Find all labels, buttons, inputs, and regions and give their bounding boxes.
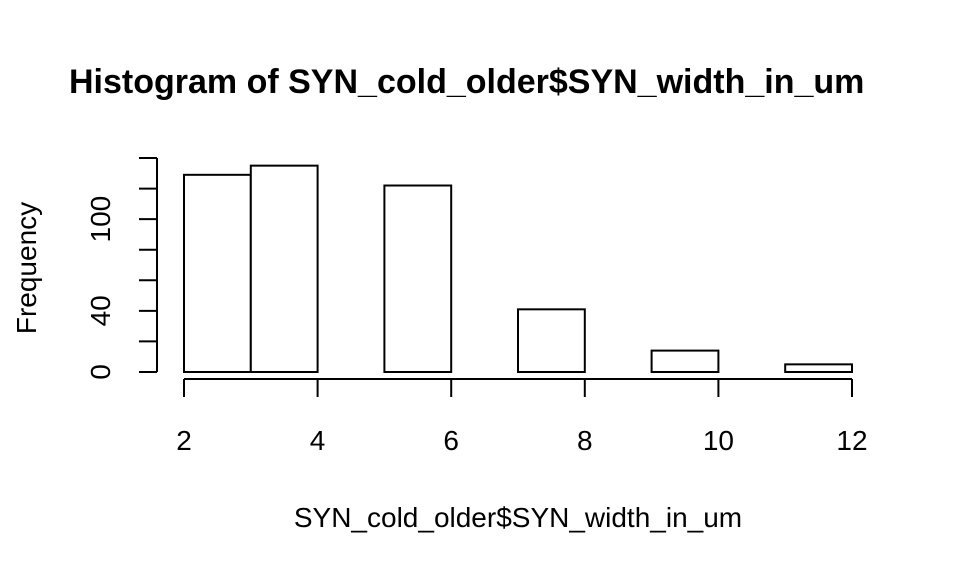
bars-group	[183, 164, 854, 374]
x-tick-label: 8	[577, 425, 593, 456]
y-tick-label: 100	[85, 196, 116, 243]
x-axis-label: SYN_cold_older$SYN_width_in_um	[294, 502, 742, 533]
histogram-bar	[784, 363, 854, 374]
x-axis: 2 4 6 8 10 12	[176, 378, 868, 456]
histogram-bar	[650, 349, 720, 374]
y-axis-label: Frequency	[11, 202, 42, 334]
y-tick-label: 40	[85, 295, 116, 326]
x-tick-label: 2	[176, 425, 192, 456]
chart-title: Histogram of SYN_cold_older$SYN_width_in…	[69, 63, 864, 101]
histogram-bar	[249, 164, 319, 373]
y-tick-label: 0	[85, 364, 116, 380]
histogram-bar	[183, 173, 252, 373]
histogram-bar	[383, 184, 453, 373]
x-tick-label: 4	[310, 425, 326, 456]
x-tick-label: 10	[703, 425, 734, 456]
x-tick-label: 12	[836, 425, 867, 456]
histogram-bar	[517, 308, 586, 374]
y-axis: 0 40 100	[85, 157, 158, 380]
x-tick-label: 6	[443, 425, 459, 456]
